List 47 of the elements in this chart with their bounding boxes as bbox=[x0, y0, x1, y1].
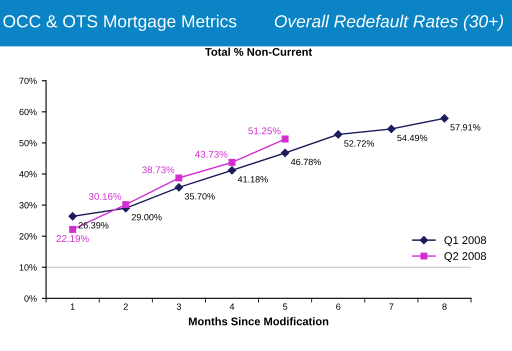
legend-label: Q2 2008 bbox=[444, 252, 486, 262]
data-label: 35.70% bbox=[184, 193, 215, 200]
data-label: 38.73% bbox=[142, 166, 174, 174]
data-label: 43.73% bbox=[195, 150, 228, 158]
chart-title: Total % Non-Current bbox=[205, 48, 312, 56]
point bbox=[228, 158, 236, 166]
data-label: 57.91% bbox=[450, 124, 480, 131]
x-tick-label: 4 bbox=[230, 304, 234, 310]
y-tick-label: 40% bbox=[19, 170, 37, 178]
y-tick-label: 70% bbox=[19, 78, 37, 84]
data-label: 30.16% bbox=[88, 193, 122, 200]
x-tick-label: 2 bbox=[124, 303, 128, 310]
text: OCC & OTS Mortgage Metrics bbox=[3, 14, 236, 31]
x-tick-label: 6 bbox=[336, 303, 340, 310]
data-label: 54.49% bbox=[397, 134, 428, 142]
data-label: 51.25% bbox=[248, 127, 281, 134]
y-tick-label: 30% bbox=[19, 202, 37, 208]
point bbox=[282, 136, 289, 142]
x-tick-label: 1 bbox=[70, 304, 75, 310]
text: Overall Redefault Rates (30+) bbox=[274, 14, 504, 31]
point bbox=[280, 148, 290, 158]
point bbox=[122, 201, 130, 208]
y-tick-label: 0% bbox=[24, 295, 37, 302]
point bbox=[68, 212, 77, 220]
y-tick-label: 50% bbox=[19, 140, 37, 146]
point bbox=[69, 226, 76, 233]
point bbox=[175, 174, 182, 182]
x-tick-label: 5 bbox=[282, 304, 288, 310]
data-label: 22.19% bbox=[56, 235, 89, 242]
point bbox=[174, 183, 184, 192]
y-tick-label: 10% bbox=[20, 264, 37, 271]
x-axis-title: Months Since Modification bbox=[188, 317, 328, 326]
data-label: 41.18% bbox=[238, 176, 268, 183]
y-tick-label: 60% bbox=[19, 108, 37, 116]
y-tick-label: 20% bbox=[19, 233, 37, 240]
x-tick-label: 3 bbox=[176, 303, 181, 310]
data-label: 46.78% bbox=[290, 158, 321, 166]
legend-label: Q1 2008 bbox=[444, 236, 486, 246]
point bbox=[334, 130, 342, 139]
x-tick-label: 7 bbox=[389, 304, 394, 310]
point bbox=[440, 114, 449, 122]
data-label: 52.72% bbox=[344, 140, 374, 147]
point bbox=[387, 124, 396, 134]
x-tick-label: 8 bbox=[442, 303, 447, 310]
data-label: 29.00% bbox=[132, 214, 162, 220]
point bbox=[228, 166, 236, 174]
data-label: 26.39% bbox=[78, 222, 108, 228]
